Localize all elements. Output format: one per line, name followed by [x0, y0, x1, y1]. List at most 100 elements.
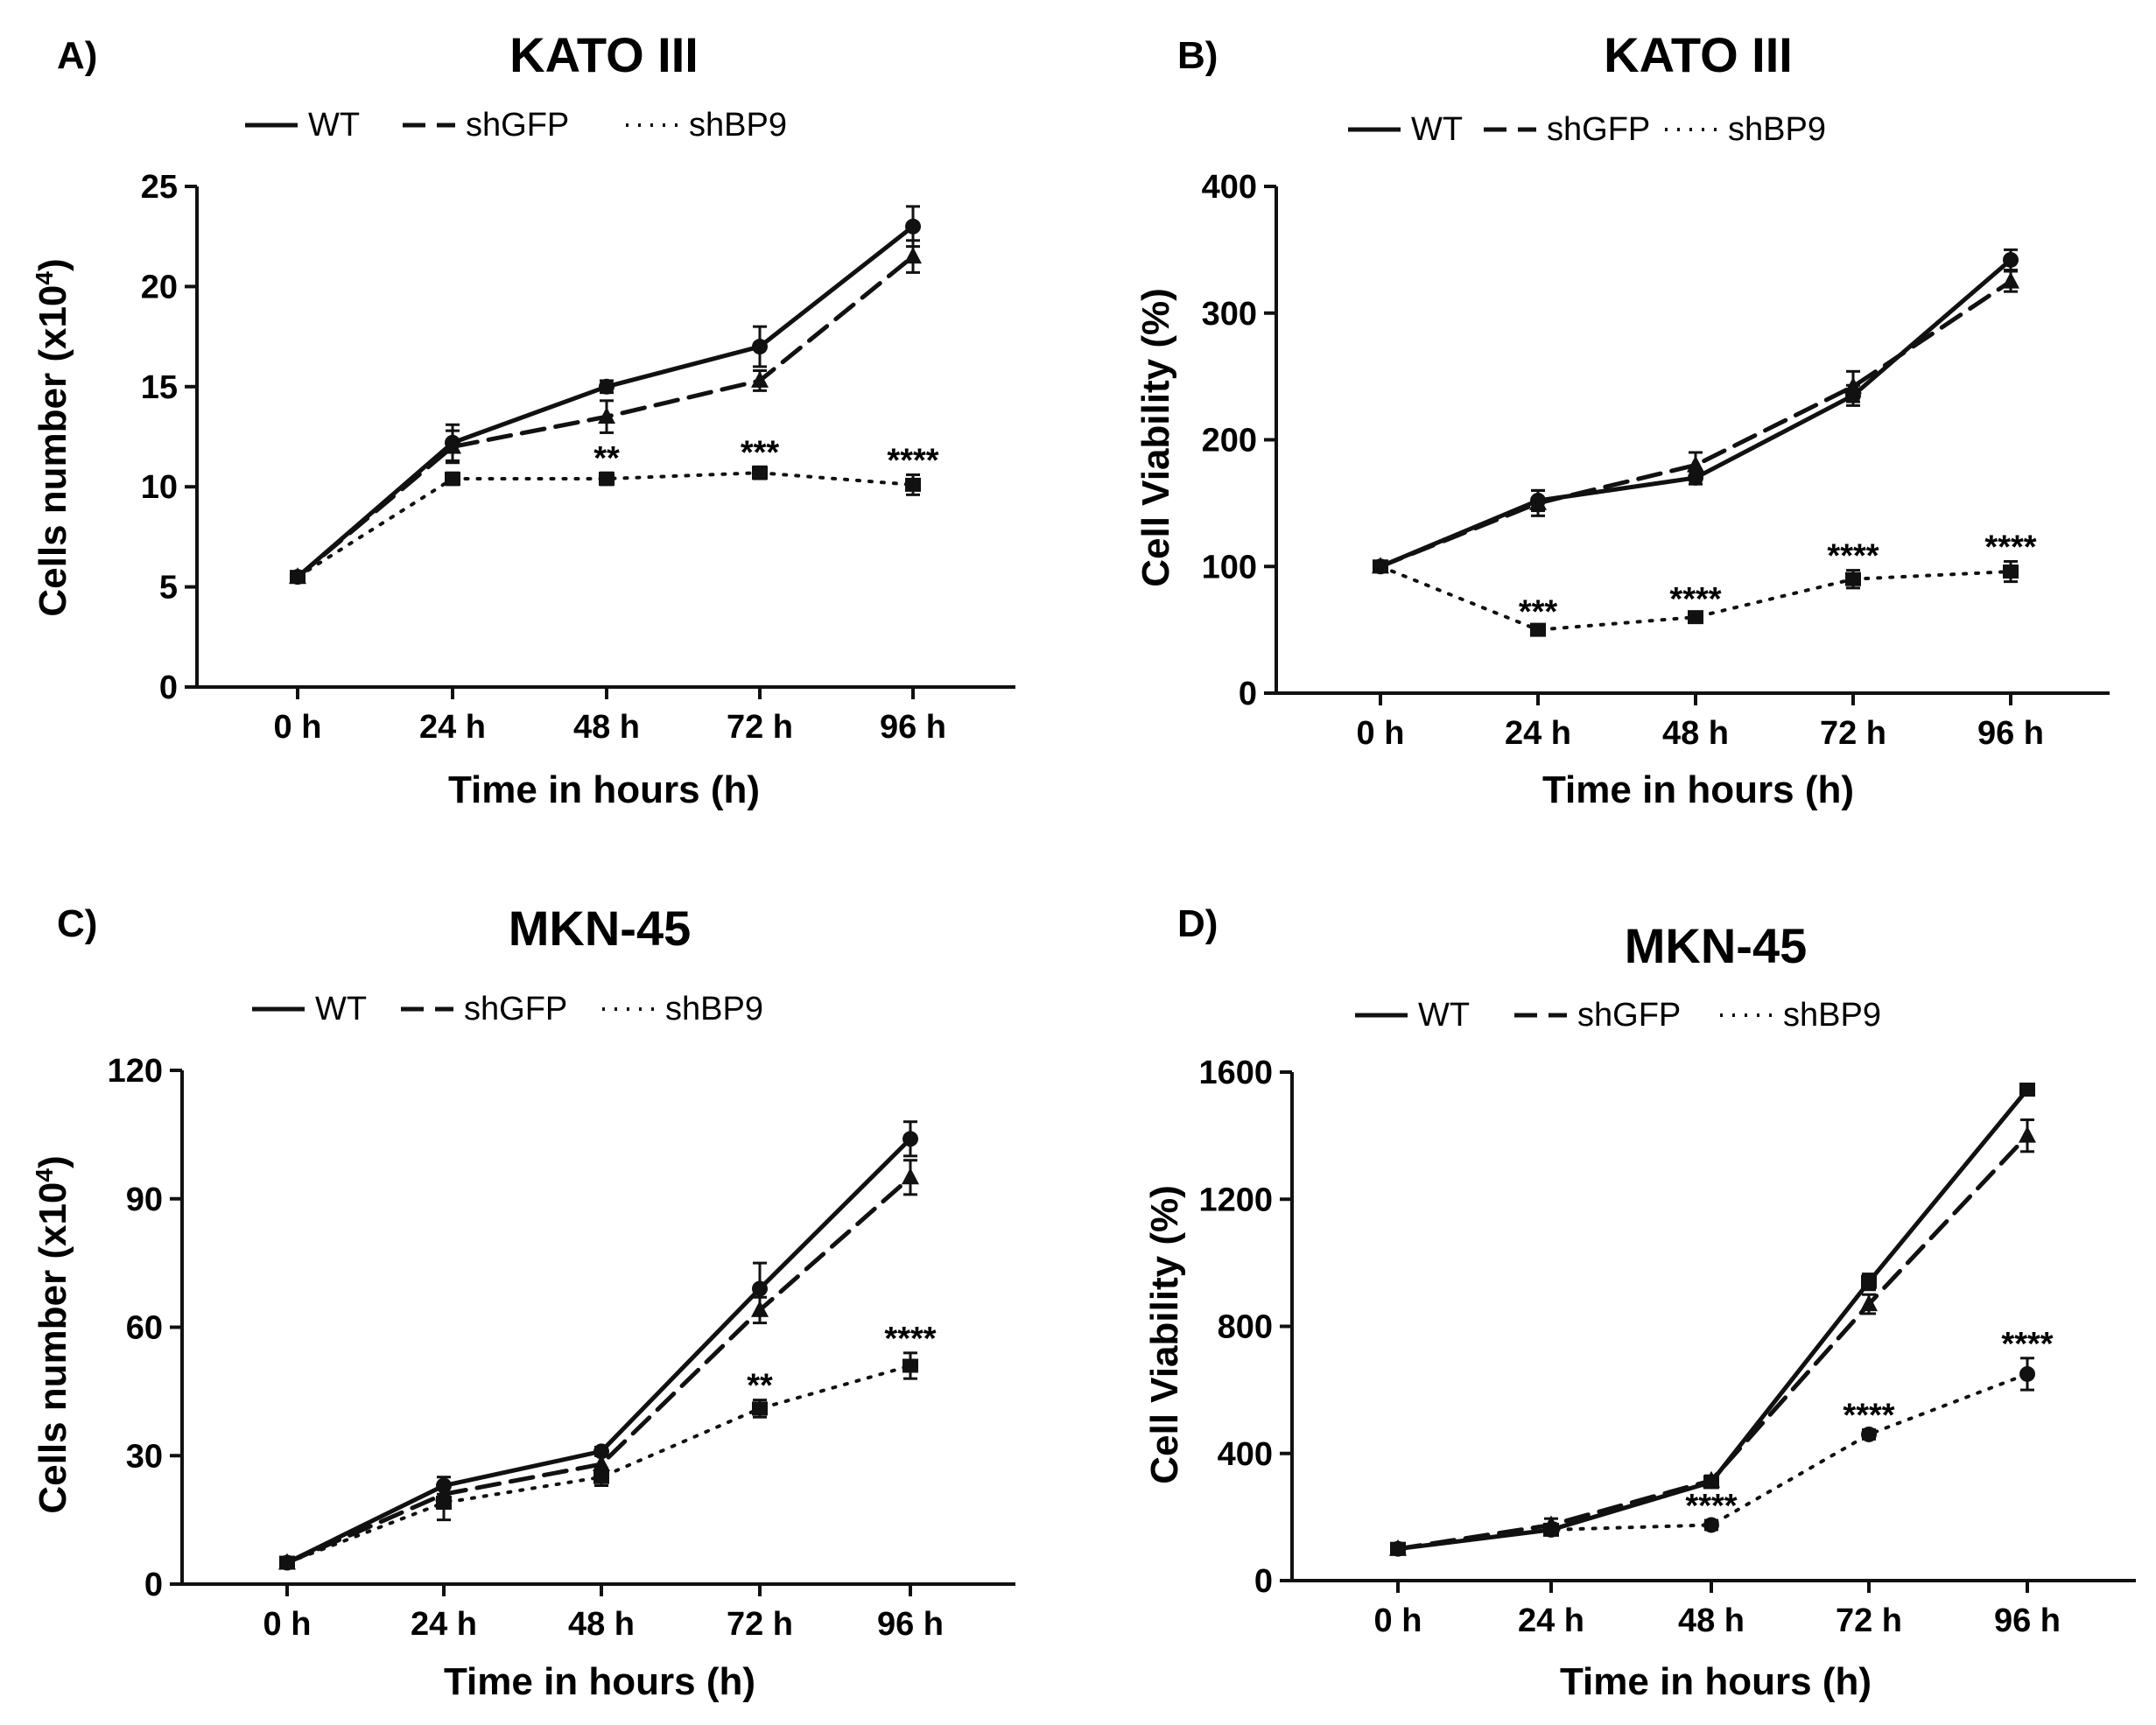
- series-line: [284, 1175, 913, 1566]
- panel-letter: C): [57, 902, 97, 945]
- x-axis-label: Time in hours (h): [1542, 768, 1854, 811]
- legend-label: shGFP: [1577, 997, 1681, 1034]
- x-tick-label: 48 h: [1662, 715, 1729, 752]
- legend-label: WT: [315, 991, 367, 1027]
- x-tick-label: 0 h: [263, 1606, 312, 1643]
- x-tick-label: 72 h: [727, 709, 793, 746]
- y-axis-label-main: Cell Viability (%): [1134, 288, 1177, 587]
- y-tick-label: 15: [141, 369, 178, 406]
- series-shbp9: [1390, 1357, 2035, 1557]
- significance-label: ****: [1827, 538, 1879, 575]
- x-axis-label: Time in hours (h): [448, 768, 760, 811]
- x-tick-label: 72 h: [727, 1606, 793, 1643]
- significance-label: ***: [1519, 593, 1558, 630]
- data-point: [1390, 1540, 1406, 1557]
- x-axis-label: Time in hours (h): [444, 1660, 755, 1703]
- data-point: [902, 1168, 919, 1185]
- data-point: [599, 472, 614, 487]
- chart-title: MKN-45: [509, 901, 691, 956]
- series-wt: [1373, 248, 2019, 575]
- y-tick-label: 0: [144, 1567, 163, 1603]
- panel-letter: A): [57, 34, 97, 77]
- chart-title: MKN-45: [1625, 918, 1807, 973]
- data-point: [2003, 251, 2019, 268]
- data-point: [2019, 1125, 2036, 1143]
- data-point: [1529, 493, 1547, 510]
- chart-panel-1: B) KATO III WT shGFP shBP9 0 100 200 300 400 0 h 24…: [1134, 27, 2110, 811]
- data-point: [1530, 622, 1546, 637]
- data-point: [751, 370, 769, 388]
- significance-label: ****: [1984, 529, 2036, 565]
- chart-title: KATO III: [509, 27, 699, 82]
- series-line: [285, 1364, 912, 1565]
- data-point: [2019, 1365, 2035, 1382]
- y-tick-label: 10: [141, 469, 178, 506]
- legend: WT shGFP shBP9: [1355, 997, 1881, 1034]
- y-tick-label: 300: [1202, 296, 1257, 333]
- chart-panel-3: D) MKN-45 WT shGFP shBP9 0 400 800 1200 1600 0 h 24…: [1143, 902, 2136, 1703]
- data-point: [599, 378, 614, 395]
- y-tick-label: 30: [126, 1438, 163, 1475]
- x-tick-label: 0 h: [1374, 1602, 1422, 1639]
- series-line: [1396, 1371, 2029, 1551]
- panel-letter: D): [1177, 902, 1218, 945]
- legend: WT shGFP shBP9: [1348, 111, 1826, 148]
- data-point: [2003, 564, 2019, 579]
- y-tick-label: 0: [1239, 676, 1257, 712]
- y-tick-label: 800: [1218, 1309, 1273, 1346]
- series-wt: [279, 1120, 918, 1571]
- data-point: [1543, 1521, 1559, 1538]
- y-axis-label-main: Cells number (x10: [32, 285, 74, 617]
- x-tick-label: 0 h: [274, 709, 322, 746]
- data-point: [1687, 455, 1704, 473]
- x-tick-label: 48 h: [573, 709, 640, 746]
- y-tick-label: 400: [1218, 1436, 1273, 1473]
- x-tick-label: 0 h: [1357, 715, 1405, 752]
- legend: WT shGFP shBP9: [245, 107, 787, 144]
- series-shbp9: [1373, 559, 2019, 637]
- legend-label: shBP9: [665, 991, 763, 1027]
- chart-panel-0: A) KATO III WT shGFP shBP9 0 5 10 15 20 25 0 h 24 h 4…: [31, 27, 1015, 811]
- x-tick-label: 24 h: [419, 709, 486, 746]
- data-point: [905, 218, 921, 235]
- y-axis-label-exponent: 4: [31, 1168, 58, 1182]
- legend: WT shGFP shBP9: [252, 991, 763, 1027]
- data-point: [436, 1496, 452, 1511]
- data-point: [279, 1555, 295, 1570]
- y-tick-label: 200: [1202, 423, 1257, 459]
- series-shgfp: [1372, 270, 2019, 574]
- legend-label: WT: [308, 107, 360, 144]
- legend-label: WT: [1418, 997, 1470, 1034]
- chart-title: KATO III: [1604, 27, 1793, 82]
- y-axis-label: Cells number (x104): [31, 1155, 75, 1513]
- y-axis-label-close: ): [32, 1155, 74, 1168]
- legend-label: shGFP: [464, 991, 567, 1027]
- significance-label: ****: [887, 442, 938, 479]
- x-tick-label: 24 h: [1518, 1602, 1584, 1639]
- series-shgfp: [278, 1159, 919, 1570]
- data-point: [2002, 271, 2019, 289]
- data-point: [598, 407, 615, 424]
- y-axis-label-main: Cell Viability (%): [1143, 1185, 1186, 1484]
- y-tick-label: 20: [141, 269, 178, 305]
- data-point: [444, 437, 461, 454]
- series-line: [284, 1136, 913, 1566]
- series-line: [296, 471, 915, 579]
- y-axis-label-close: ): [32, 258, 74, 271]
- data-point: [445, 472, 460, 487]
- y-tick-label: 1200: [1198, 1182, 1273, 1218]
- x-tick-label: 48 h: [1678, 1602, 1745, 1639]
- data-point: [593, 1455, 610, 1472]
- y-tick-label: 120: [108, 1053, 163, 1090]
- x-tick-label: 96 h: [877, 1606, 944, 1643]
- data-point: [290, 570, 305, 585]
- y-axis-label: Cells number (x104): [31, 258, 75, 616]
- data-point: [752, 1401, 768, 1416]
- y-tick-label: 100: [1202, 549, 1257, 586]
- x-tick-label: 48 h: [568, 1606, 635, 1643]
- data-point: [1373, 559, 1388, 574]
- data-point: [1861, 1274, 1877, 1289]
- legend-label: WT: [1411, 111, 1463, 148]
- y-axis-label-exponent: 4: [31, 271, 58, 285]
- x-axis-label: Time in hours (h): [1560, 1660, 1872, 1703]
